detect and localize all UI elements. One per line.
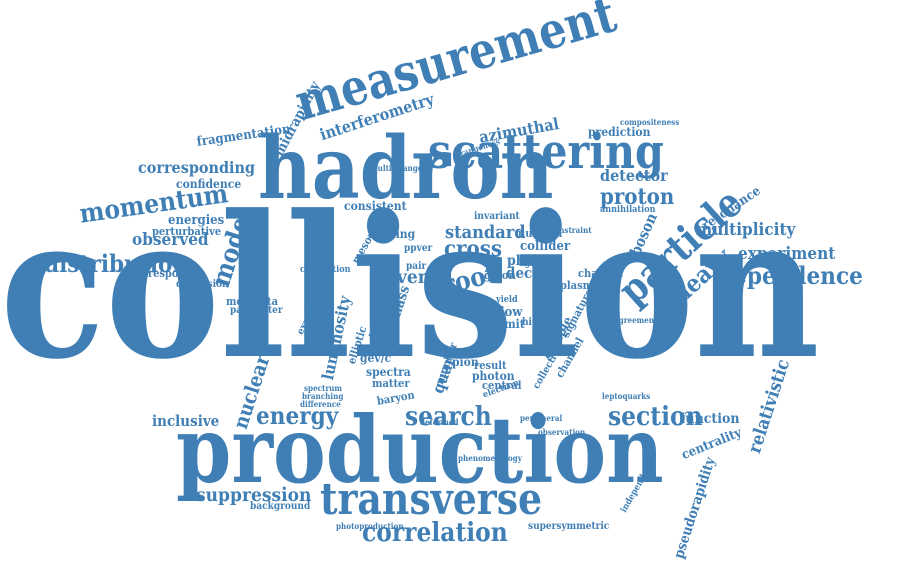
cloud-word: nucleon	[518, 227, 563, 240]
cloud-word: matter	[372, 377, 410, 390]
cloud-word: suppression	[196, 484, 312, 506]
cloud-word: consistent	[344, 199, 407, 213]
cloud-word: range	[440, 345, 473, 358]
cloud-word: energy	[256, 401, 339, 430]
cloud-word: leptoquarks	[602, 391, 651, 401]
cloud-word: invariant	[474, 211, 520, 222]
cloud-word: proton	[600, 184, 675, 210]
cloud-word: transverse	[320, 474, 543, 525]
cloud-word: annihilation	[600, 205, 656, 215]
cloud-word: hadron	[258, 118, 554, 219]
cloud-word: central	[482, 379, 522, 392]
cloud-word: deformed	[420, 417, 459, 427]
cloud-word: prediction	[588, 125, 651, 139]
cloud-word: production	[176, 396, 664, 504]
cloud-word: dependence	[718, 261, 863, 290]
cloud-word: collider	[520, 239, 571, 254]
cloud-word: limit	[496, 317, 525, 331]
cloud-word: correlation	[362, 518, 508, 548]
cloud-word: peripheral	[520, 413, 563, 423]
cloud-word: agreement	[614, 315, 658, 325]
cloud-word: distribution	[44, 249, 189, 278]
cloud-word: corresponding	[138, 158, 256, 177]
cloud-word: charged	[578, 267, 623, 280]
cloud-word: physic	[507, 253, 552, 269]
cloud-word: observed	[132, 230, 209, 250]
cloud-word: section	[608, 402, 703, 432]
cloud-word: gev/c	[360, 351, 392, 365]
cloud-word: result	[474, 359, 507, 372]
cloud-word: spectra	[366, 365, 411, 379]
cloud-word: scattering	[428, 124, 664, 180]
cloud-word: missing	[368, 227, 416, 241]
cloud-word: experiment	[738, 244, 836, 264]
cloud-word: flow	[496, 305, 523, 320]
cloud-word: correspond	[130, 267, 193, 280]
cloud-word: background	[250, 501, 311, 512]
cloud-word: multiplicity	[696, 220, 796, 240]
cloud-word: compositeness	[620, 117, 680, 127]
cloud-word: energies	[168, 213, 225, 228]
cloud-word: confidence	[176, 177, 242, 191]
cloud-word: djet	[430, 263, 448, 273]
cloud-word: collision	[0, 173, 820, 403]
cloud-word: supersymmetric	[528, 521, 610, 532]
cloud-word: photon	[472, 369, 515, 383]
cloud-word: momenta	[226, 295, 279, 308]
cloud-word: pair	[406, 261, 427, 272]
cloud-word: event	[386, 266, 439, 288]
cloud-word: difference	[300, 399, 341, 409]
cloud-word: parameter	[230, 305, 283, 316]
cloud-word: search	[405, 402, 492, 432]
cloud-word: spectrum	[304, 383, 343, 393]
cloud-word: branching	[302, 391, 344, 401]
cloud-word: cross	[444, 236, 502, 262]
cloud-word: inclusive	[152, 412, 220, 430]
cloud-word: dimension	[176, 279, 229, 290]
cloud-word: function	[680, 411, 740, 427]
cloud-word: plasmon	[560, 279, 607, 292]
cloud-word: yield	[496, 295, 518, 305]
cloud-word: detector	[600, 166, 668, 185]
cloud-word: constraint	[550, 225, 592, 235]
cloud-word: gluon	[484, 269, 516, 282]
cloud-word: measurement	[288, 0, 623, 132]
cloud-word: decay	[506, 264, 549, 282]
cloud-word: multistrange	[370, 163, 423, 173]
cloud-word: pseudorapidity	[671, 455, 719, 561]
cloud-word: standard	[445, 222, 526, 243]
cloud-word: perturbative	[152, 225, 222, 238]
cloud-word: photoproduction	[336, 521, 404, 531]
cloud-word: observation	[538, 427, 586, 437]
cloud-word: higgs	[522, 317, 550, 328]
cloud-word: pion	[452, 355, 479, 369]
cloud-word: phenomenology	[458, 453, 522, 463]
cloud-word: ppver	[404, 243, 433, 254]
cloud-word: calculation	[300, 265, 351, 275]
